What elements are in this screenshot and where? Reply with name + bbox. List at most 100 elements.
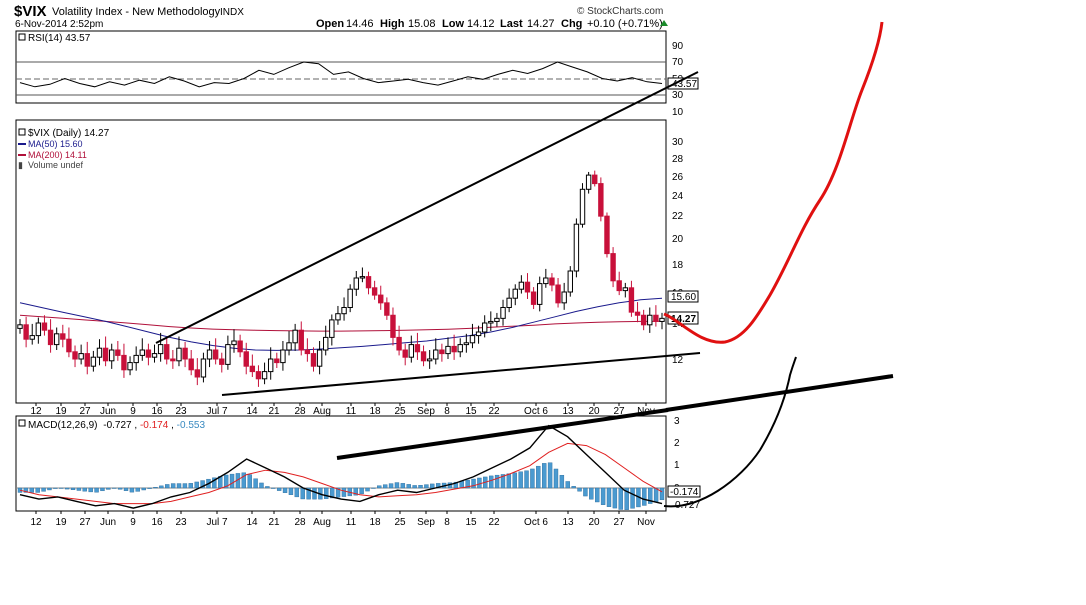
macd-hist-bar <box>335 487 341 498</box>
macd-hist-bar <box>418 485 423 489</box>
candle-body <box>353 277 359 290</box>
candle-body <box>127 362 133 371</box>
macd-hist-bar <box>518 471 523 489</box>
macd-hist-bar <box>276 487 282 491</box>
candle-body <box>316 349 323 367</box>
x-axis-label: 21 <box>268 406 280 417</box>
macd-hist-bar <box>170 483 176 489</box>
candle-body <box>96 347 103 358</box>
macd-hist-bar <box>524 470 529 489</box>
rsi-line <box>19 61 663 88</box>
macd-hist-bar <box>606 487 612 507</box>
macd-hist-bar <box>306 487 311 500</box>
candle-body <box>139 349 145 356</box>
macd-tick-2: 2 <box>674 438 680 449</box>
macd-hist-bar <box>595 487 600 503</box>
macd-hist-bar <box>324 487 329 499</box>
x-axis-bottom: 12 19 27 Jun 9 16 23 Jul 7 14 21 28 Aug 11 18 25 Sep 8 15… <box>30 511 655 528</box>
candle-body <box>433 349 439 360</box>
candle-body <box>17 324 23 329</box>
watermark: © StockCharts.com <box>577 6 663 17</box>
macd-label-prefix: MACD(12,26,9) <box>28 420 97 431</box>
candle-body <box>500 307 506 319</box>
legend-ma200: MA(200) 14.11 <box>28 150 87 160</box>
candle-body <box>133 354 139 364</box>
macd-hist-bar <box>70 487 76 491</box>
candle-body <box>219 358 225 365</box>
ma200-line <box>19 314 663 332</box>
macd-hist-bar <box>106 487 111 490</box>
candle-body <box>481 322 488 333</box>
x-axis-label: 19 <box>55 406 67 417</box>
macd-hist-bar <box>41 487 46 492</box>
x-axis-label: 11 <box>346 406 357 417</box>
macd-comma-1: , <box>134 420 140 431</box>
candle-body <box>426 358 433 362</box>
candle-body <box>323 336 329 351</box>
x-axis-label: 9 <box>130 406 136 417</box>
macd-hist-bar <box>618 487 623 510</box>
candle-body <box>628 287 635 313</box>
signal-tag <box>667 485 701 498</box>
candle-body <box>102 347 109 362</box>
macd-projection-curve <box>663 356 797 508</box>
macd-hist-bar <box>82 487 87 492</box>
x-axis-label: 19 <box>55 517 67 528</box>
x-axis-label: 18 <box>369 517 381 528</box>
legend-volume: Volume undef <box>28 160 84 170</box>
candle-body <box>182 347 188 360</box>
legend-volume-icon: ▮ <box>18 160 23 170</box>
macd-hist-bar <box>653 487 659 502</box>
macd-hist-bar <box>141 487 146 491</box>
macd-hist-bar <box>477 477 482 489</box>
legend-square-icon <box>18 128 26 136</box>
candle-body <box>494 317 500 322</box>
candle-body <box>463 342 470 346</box>
candle-body <box>47 329 54 346</box>
macd-hist-bar <box>294 487 300 498</box>
candle-body <box>457 344 463 353</box>
candle-body <box>35 322 42 337</box>
candle-body <box>41 322 48 331</box>
price-tick-30: 30 <box>672 137 684 148</box>
rsi-tick-90: 90 <box>672 41 684 52</box>
candle-body <box>469 335 476 344</box>
macd-hist-bar <box>147 487 152 489</box>
x-axis-label: 14 <box>246 406 258 417</box>
candle-body <box>653 314 659 322</box>
macd-tag-text: 0.727 <box>675 500 700 511</box>
candle-body <box>585 174 592 190</box>
macd-hist-bar <box>165 484 170 489</box>
candle-body <box>280 349 286 364</box>
macd-hist-bar <box>159 485 164 489</box>
high-label: High <box>380 18 405 30</box>
price-tick-20: 20 <box>672 234 684 245</box>
macd-hist-bar <box>500 474 506 489</box>
x-axis-label: Jun <box>100 406 116 417</box>
macd-hist-bar <box>135 487 140 492</box>
macd-hist-bar <box>253 478 258 489</box>
x-axis-label: Jul 7 <box>206 517 228 528</box>
candle-body <box>610 253 616 282</box>
legend-ma50: MA(50) 15.60 <box>28 139 83 149</box>
candle-body <box>567 270 573 293</box>
candle-body <box>261 371 268 380</box>
macd-hist-bar <box>659 487 665 501</box>
rsi-tick-10: 10 <box>672 107 684 118</box>
candle-body <box>488 320 494 324</box>
x-axis-label: Aug <box>313 517 331 528</box>
macd-hist-bar <box>100 487 105 492</box>
candle-body <box>365 276 372 289</box>
candle-body <box>341 307 347 315</box>
price-tick-28: 28 <box>672 154 684 165</box>
macd-hist-bar <box>371 487 376 489</box>
candle-body <box>384 302 390 316</box>
rsi-panel <box>15 30 667 104</box>
x-axis-label: Sep <box>417 406 435 417</box>
candle-body <box>451 345 457 353</box>
candle-body <box>390 314 396 338</box>
exchange-label: INDX <box>220 7 244 18</box>
candle-body <box>249 365 256 373</box>
candle-body <box>378 294 384 304</box>
candle-body <box>164 344 170 360</box>
